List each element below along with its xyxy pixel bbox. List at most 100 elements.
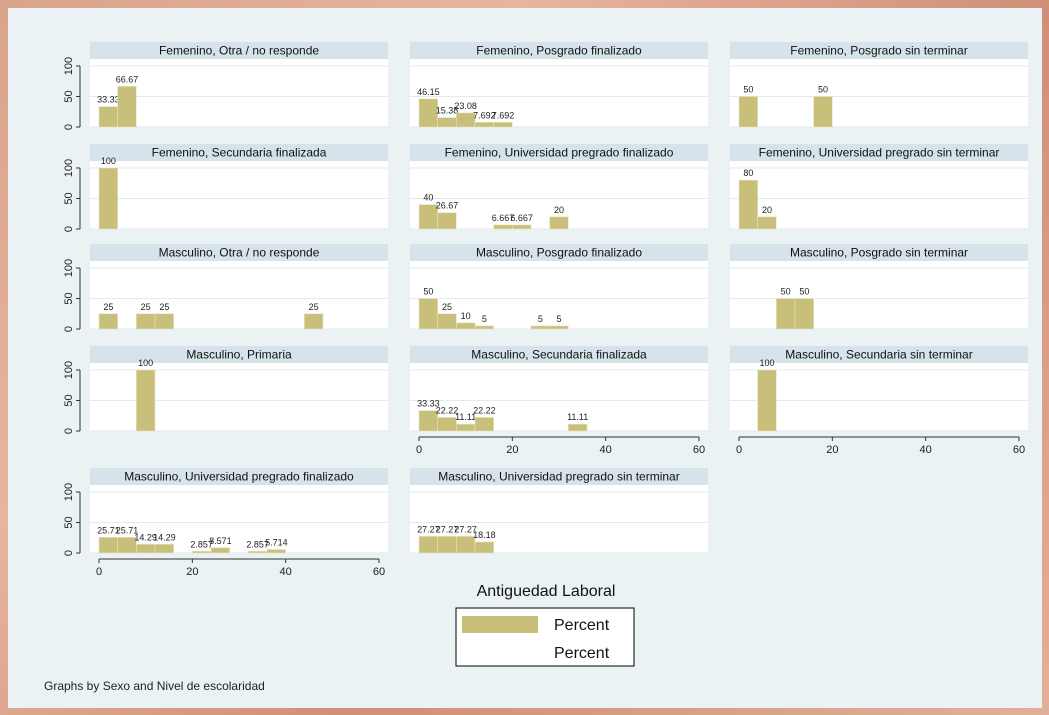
bar-value-label: 2.857 (190, 539, 213, 549)
y-tick-label: 50 (63, 516, 75, 528)
histogram-bar (192, 550, 212, 554)
panel-header (90, 468, 388, 485)
histogram-bar (437, 417, 457, 432)
panel-title: Masculino, Posgrado finalizado (476, 246, 642, 260)
histogram-bar (98, 537, 118, 554)
y-tick-label: 100 (63, 159, 75, 177)
histogram-bar (757, 216, 777, 230)
histogram-bar (549, 216, 569, 230)
panel-title: Masculino, Secundaria sin terminar (785, 348, 972, 362)
plot-area (90, 485, 388, 553)
histogram-bar (530, 325, 550, 330)
bar-value-label: 25 (141, 302, 151, 312)
bar-value-label: 50 (423, 287, 433, 297)
y-tick-label: 100 (63, 483, 75, 501)
panel-header (90, 144, 388, 161)
histogram-bar (456, 423, 476, 432)
bar-value-label: 5 (482, 314, 487, 324)
histogram-bar (474, 541, 494, 554)
bar-value-label: 25 (159, 302, 169, 312)
bar-value-label: 27.27 (417, 524, 440, 534)
panel-header (410, 468, 708, 485)
plot-area (90, 261, 388, 329)
histogram-bar (549, 325, 569, 330)
histogram-bar (568, 423, 588, 432)
histogram-bar (304, 313, 324, 330)
y-tick-label: 0 (63, 124, 75, 130)
bar-value-label: 22.22 (473, 405, 496, 415)
plot-area (730, 261, 1028, 329)
x-tick-label: 60 (373, 566, 385, 578)
bar-value-label: 2.857 (246, 539, 269, 549)
panel-title: Masculino, Universidad pregrado finaliza… (124, 470, 354, 484)
bar-value-label: 18.18 (473, 530, 496, 540)
x-tick-label: 40 (920, 444, 932, 456)
histogram-bar (437, 536, 457, 554)
x-tick-label: 0 (416, 444, 422, 456)
bar-value-label: 7.692 (492, 110, 515, 120)
y-tick-label: 0 (63, 326, 75, 332)
histogram-bar (512, 224, 532, 230)
legend-swatch (462, 616, 538, 633)
histogram-bar (418, 298, 438, 330)
graph-note: Graphs by Sexo and Nivel de escolaridad (44, 679, 265, 693)
bar-value-label: 5 (556, 314, 561, 324)
bar-value-label: 11.11 (567, 412, 588, 422)
histogram-bar (776, 298, 796, 330)
x-axis-title: Antiguedad Laboral (477, 583, 616, 600)
bar-value-label: 100 (138, 358, 153, 368)
bar-value-label: 22.22 (436, 405, 459, 415)
y-tick-label: 0 (63, 428, 75, 434)
bar-value-label: 5 (538, 314, 543, 324)
histogram-bar (418, 98, 438, 128)
bar-value-label: 25 (309, 302, 319, 312)
panel-header (410, 346, 708, 363)
bar-value-label: 50 (799, 287, 809, 297)
bar-value-label: 50 (743, 85, 753, 95)
x-tick-label: 40 (280, 566, 292, 578)
bar-value-label: 5.714 (265, 538, 288, 548)
bar-value-label: 7.692 (473, 110, 496, 120)
panel-header (730, 244, 1028, 261)
y-tick-label: 50 (63, 292, 75, 304)
histogram-bar (456, 112, 476, 128)
histogram-bar (98, 167, 118, 230)
histogram-bar (136, 369, 156, 432)
histogram-bar (117, 86, 137, 128)
bar-value-label: 100 (759, 358, 774, 368)
legend-label: Percent (554, 645, 610, 662)
histogram-bar (493, 122, 513, 128)
bar-value-label: 14.29 (134, 532, 157, 542)
histogram-bar (757, 369, 777, 432)
histogram-bar (154, 543, 174, 554)
chart-background: Femenino, Otra / no responde 33.33 66.67 0 5… (8, 8, 1042, 708)
y-tick-label: 50 (63, 192, 75, 204)
histogram-bar (136, 543, 156, 554)
y-tick-label: 0 (63, 550, 75, 556)
panel-header (730, 346, 1028, 363)
panel-title: Femenino, Posgrado finalizado (476, 44, 642, 58)
bar-value-label: 10 (461, 311, 471, 321)
panel-title: Femenino, Universidad pregrado sin termi… (759, 146, 1000, 160)
panel-title: Masculino, Primaria (186, 348, 292, 362)
plot-area (90, 59, 388, 127)
histogram-bar (248, 550, 268, 554)
plot-area (730, 363, 1028, 431)
histogram-bar (794, 298, 814, 330)
histogram-bar (418, 536, 438, 554)
panel-title: Femenino, Otra / no responde (159, 44, 319, 58)
histogram-bar (136, 313, 156, 330)
bar-value-label: 66.67 (116, 74, 139, 84)
bar-value-label: 46.15 (417, 87, 440, 97)
plot-area (730, 161, 1028, 229)
histogram-bar (474, 122, 494, 128)
bar-value-label: 27.27 (454, 524, 477, 534)
bar-value-label: 26.67 (436, 201, 459, 211)
bar-value-label: 100 (101, 156, 116, 166)
plot-area (410, 261, 708, 329)
bar-value-label: 6.667 (510, 213, 533, 223)
bar-value-label: 40 (423, 193, 433, 203)
plot-area (410, 59, 708, 127)
legend-label: Percent (554, 617, 610, 634)
plot-area (90, 161, 388, 229)
